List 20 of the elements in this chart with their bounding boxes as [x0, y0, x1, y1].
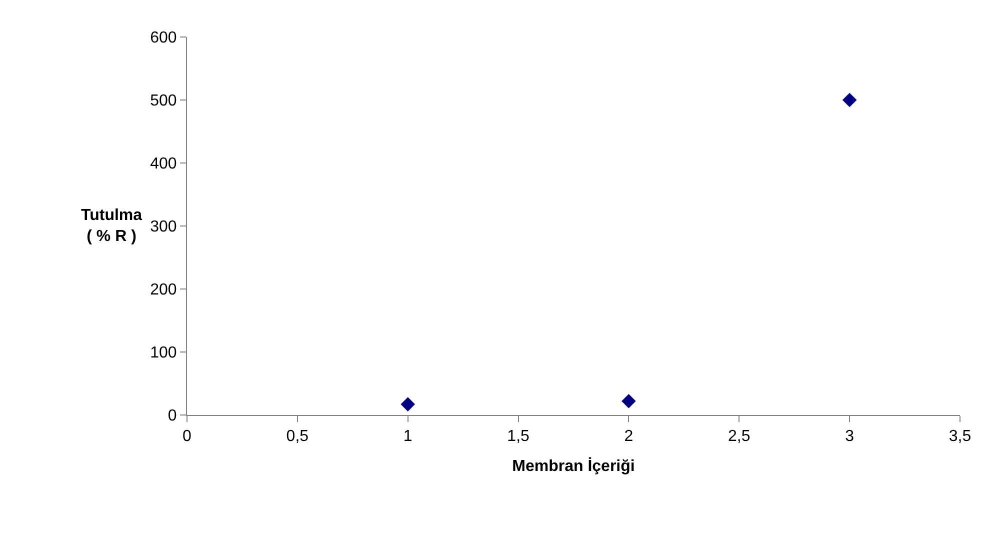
y-tick-label: 500	[150, 92, 177, 110]
y-tick-label: 0	[168, 408, 177, 425]
x-tick-label: 3,5	[948, 428, 972, 446]
x-tick-label: 0	[182, 428, 192, 446]
y-tick-label: 600	[150, 30, 177, 47]
x-axis-title: Membran İçeriği	[512, 456, 635, 475]
y-tick-label: 200	[150, 282, 177, 299]
y-tick-label: 300	[150, 218, 177, 236]
x-tick-label: 3	[845, 428, 854, 446]
x-tick-label: 0,5	[286, 428, 309, 446]
point	[842, 92, 857, 108]
x-tick-label: 1,5	[507, 428, 530, 446]
y-axis-title: Tutulma ( % R )	[81, 207, 142, 245]
point	[400, 397, 416, 412]
x-tick-label: 1	[403, 428, 412, 446]
point	[622, 394, 636, 408]
y-tick-label: 400	[150, 156, 177, 173]
x-tick-label: 2,5	[728, 428, 750, 446]
y-tick-label: 100	[150, 344, 177, 362]
x-tick-label: 2	[624, 428, 634, 446]
